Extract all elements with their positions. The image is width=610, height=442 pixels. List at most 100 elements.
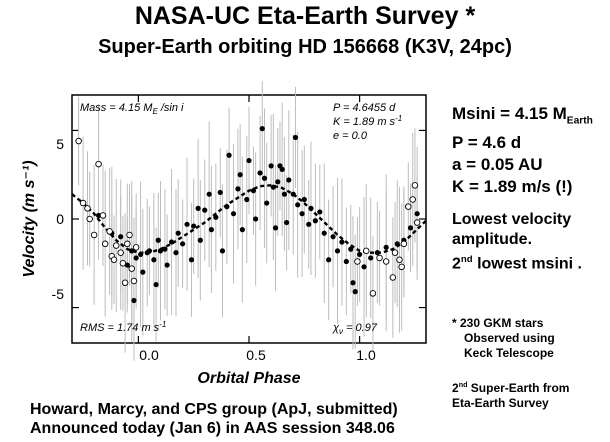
x-tick-label-0-5: 0.5 <box>246 347 266 363</box>
data-point <box>259 126 265 132</box>
data-point-open <box>95 160 102 168</box>
data-point <box>279 166 285 172</box>
data-point <box>361 264 367 270</box>
data-point <box>226 152 232 158</box>
mass-annotation: Mass = 4.15 ME /sin i <box>80 102 184 116</box>
data-point-open <box>90 231 98 239</box>
data-point <box>284 219 290 226</box>
data-point-open <box>400 240 408 248</box>
data-point <box>326 257 332 263</box>
data-point <box>407 225 414 231</box>
data-point <box>312 218 318 224</box>
data-point <box>131 297 137 304</box>
data-point <box>195 205 201 211</box>
data-point <box>343 258 349 265</box>
data-point-open <box>126 231 133 239</box>
data-point-open <box>376 254 383 262</box>
data-point-open <box>75 137 82 145</box>
amplitude-annotation: K = 1.89 m s-1 <box>333 114 402 128</box>
data-point-open <box>132 244 140 251</box>
data-point <box>239 227 245 233</box>
y-tick-label-0: 0 <box>56 211 64 227</box>
data-point <box>191 223 197 229</box>
data-point-open <box>130 277 138 285</box>
data-point-open <box>409 196 416 203</box>
data-point <box>321 230 327 236</box>
y-tick-label-neg5: -5 <box>52 286 65 302</box>
data-point <box>306 221 312 227</box>
data-point <box>270 184 276 190</box>
data-point <box>348 246 354 252</box>
data-point-open <box>117 249 124 256</box>
data-point-open <box>382 258 390 265</box>
period-stat: P = 4.6 d <box>452 133 522 153</box>
data-point <box>253 216 259 222</box>
x-tick-label-0: 0.0 <box>139 347 159 363</box>
data-point <box>175 230 181 236</box>
data-point-open <box>405 203 412 210</box>
y-tick-label-5: 5 <box>56 136 64 152</box>
data-point-open <box>354 258 361 265</box>
data-point-open <box>128 265 135 272</box>
data-point-open <box>398 263 405 271</box>
data-point <box>330 234 336 240</box>
data-point <box>246 157 252 164</box>
data-point <box>290 191 296 197</box>
data-point <box>350 280 356 286</box>
data-point <box>414 211 420 217</box>
data-point-open <box>124 240 131 248</box>
data-point-open <box>369 290 377 297</box>
data-point <box>173 250 179 256</box>
survey-footnote: * 230 GKM stars Observed using Keck Tele… <box>452 316 555 360</box>
data-point-open <box>121 279 129 287</box>
data-point <box>157 248 164 254</box>
period-annotation: P = 4.6455 d <box>333 102 396 114</box>
data-point <box>235 186 241 192</box>
data-point <box>264 200 270 206</box>
eccentricity-annotation: e = 0.0 <box>333 130 368 142</box>
data-point-open <box>391 249 399 256</box>
data-point-open <box>119 260 127 267</box>
data-point <box>394 241 400 247</box>
data-point <box>281 191 287 197</box>
data-point <box>188 257 195 263</box>
data-point <box>153 281 159 288</box>
data-point <box>217 189 223 196</box>
data-point <box>224 204 230 210</box>
chi-annotation: χν = 0.97 <box>332 322 378 336</box>
data-point <box>357 251 363 258</box>
data-point <box>268 163 274 169</box>
data-point <box>155 237 161 243</box>
data-point <box>275 179 281 185</box>
y-axis-label: Velocity (m s⁻¹) <box>21 160 38 277</box>
data-point <box>295 202 301 208</box>
data-point-open <box>363 247 370 255</box>
data-point <box>184 221 190 227</box>
data-point <box>237 172 243 178</box>
axis-ticks <box>72 95 426 343</box>
data-point-open <box>110 256 118 263</box>
data-point-open <box>84 205 91 212</box>
data-point <box>151 257 157 263</box>
lowest-velocity-note: Lowest velocity amplitude. 2nd lowest ms… <box>452 211 582 273</box>
data-point <box>317 209 323 215</box>
page-title: NASA-UC Eta-Earth Survey * <box>134 2 476 30</box>
x-tick-label-1: 1.0 <box>356 347 376 363</box>
data-point <box>180 241 186 247</box>
x-axis-label: Orbital Phase <box>197 370 300 387</box>
data-point-open <box>101 240 109 248</box>
data-point <box>383 244 389 250</box>
data-point <box>272 225 279 231</box>
data-point <box>202 207 208 213</box>
data-point <box>219 248 226 254</box>
data-point <box>140 269 146 275</box>
data-point-open <box>396 256 403 263</box>
data-point <box>213 214 219 220</box>
semimajor-stat: a = 0.05 AU <box>452 155 543 175</box>
data-point-open <box>413 219 421 226</box>
data-point-open <box>112 242 120 249</box>
data-point <box>230 211 237 217</box>
data-point <box>308 205 314 211</box>
data-point <box>334 248 341 254</box>
